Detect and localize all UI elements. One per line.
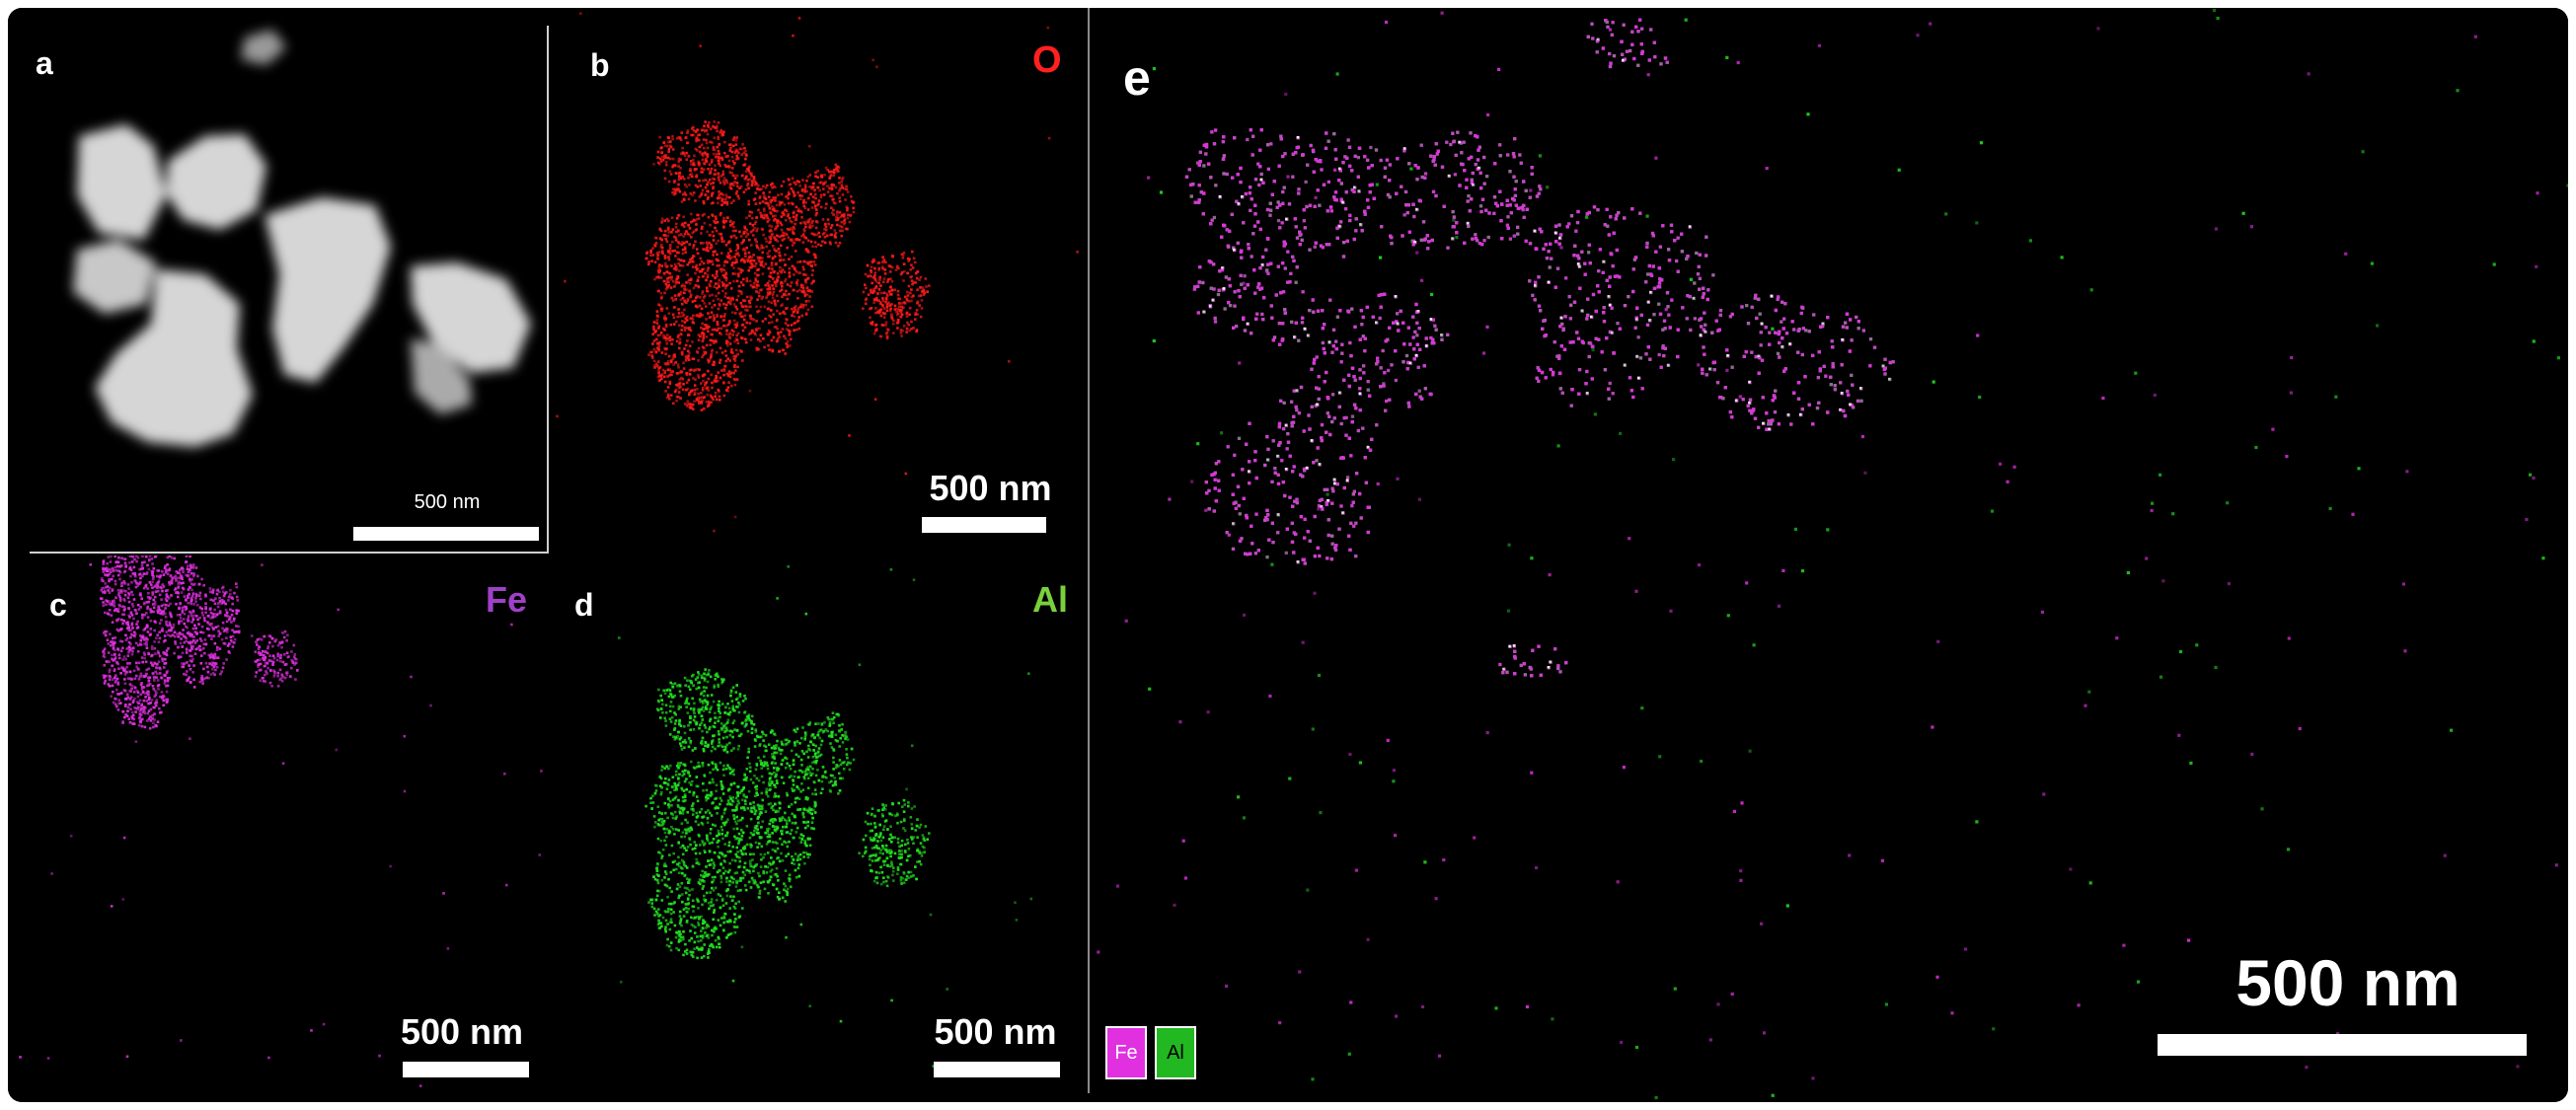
panel-e-label: e (1123, 50, 1151, 106)
panel-b-scale-text: 500 nm (929, 468, 1052, 508)
panel-e-overlay-map: e 500 nm Fe Al (1090, 8, 2568, 1102)
panel-e-scale-bar (2158, 1034, 2527, 1056)
legend-al-swatch: Al (1155, 1026, 1196, 1079)
divider-a-bottom (30, 552, 549, 554)
panel-d-scale-text: 500 nm (934, 1011, 1057, 1052)
figure-frame: a 500 nm b O 500 nm c Fe 500 nm d Al 500… (8, 8, 2568, 1102)
panel-b-element-label: O (1032, 39, 1062, 81)
panel-c-element-label: Fe (486, 579, 528, 620)
panel-b-oxygen-map: b O 500 nm (549, 8, 1088, 553)
haadf-particles (73, 30, 531, 447)
panel-c-scale-bar (403, 1062, 529, 1077)
panel-a-scale-bar (353, 527, 539, 541)
divider-a-b (547, 26, 549, 553)
overlay-dots (1097, 8, 2568, 1100)
panel-e-scale-text: 500 nm (2235, 946, 2461, 1019)
divider-left-e (1088, 8, 1090, 1093)
panel-b-label: b (590, 47, 610, 83)
aluminum-dots (618, 565, 1033, 1068)
panel-a-haadf: a 500 nm (8, 8, 547, 553)
oxygen-dots (556, 12, 1079, 533)
panel-c-scale-text: 500 nm (400, 1011, 524, 1052)
panel-a-label: a (36, 45, 53, 81)
legend-fe-swatch: Fe (1105, 1026, 1147, 1079)
panel-d-scale-bar (934, 1062, 1060, 1077)
panel-c-label: c (49, 587, 67, 623)
iron-dots (19, 555, 543, 1087)
panel-d-label: d (574, 587, 594, 623)
panel-b-scale-bar (922, 517, 1046, 533)
panel-d-aluminum-map: d Al 500 nm (549, 555, 1088, 1102)
panel-c-iron-map: c Fe 500 nm (8, 555, 547, 1102)
panel-a-scale-text: 500 nm (414, 491, 481, 513)
panel-d-element-label: Al (1032, 579, 1068, 620)
